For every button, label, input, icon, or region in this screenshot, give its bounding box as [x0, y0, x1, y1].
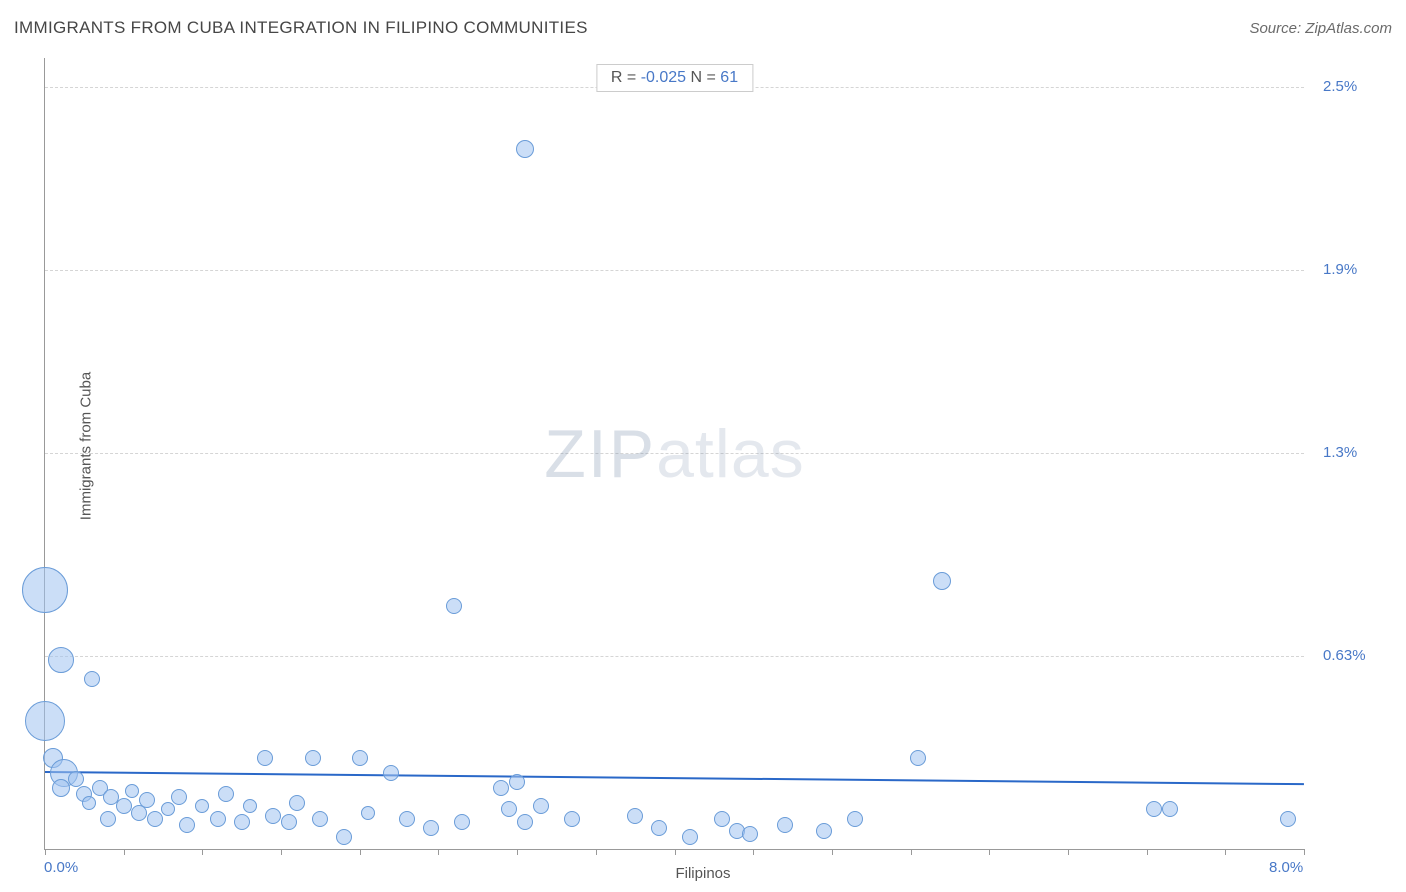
data-point [651, 820, 667, 836]
data-point [243, 799, 257, 813]
y-tick-label: 0.63% [1323, 647, 1366, 664]
data-point [257, 750, 273, 766]
data-point [564, 811, 580, 827]
x-tick [1068, 849, 1069, 855]
data-point [68, 771, 84, 787]
watermark: ZIPatlas [544, 415, 804, 493]
gridline [45, 270, 1304, 271]
data-point [289, 795, 305, 811]
data-point [82, 796, 96, 810]
data-point [312, 811, 328, 827]
data-point [1280, 811, 1296, 827]
watermark-atlas: atlas [656, 416, 805, 492]
x-axis-label: Filipinos [675, 865, 730, 882]
data-point [777, 817, 793, 833]
stats-box: R = -0.025 N = 61 [596, 64, 753, 92]
data-point [218, 786, 234, 802]
data-point [516, 140, 534, 158]
x-tick [596, 849, 597, 855]
data-point [25, 701, 65, 741]
stat-n-label: N = [686, 69, 720, 86]
x-tick [45, 849, 46, 855]
data-point [517, 814, 533, 830]
x-start-label: 0.0% [44, 859, 78, 876]
data-point [446, 598, 462, 614]
data-point [423, 820, 439, 836]
data-point [627, 808, 643, 824]
data-point [493, 780, 509, 796]
data-point [52, 779, 70, 797]
y-tick-label: 1.3% [1323, 444, 1357, 461]
x-tick [202, 849, 203, 855]
source-attribution: Source: ZipAtlas.com [1249, 20, 1392, 37]
x-tick [124, 849, 125, 855]
trend-line [45, 771, 1304, 785]
data-point [352, 750, 368, 766]
data-point [742, 826, 758, 842]
x-tick [360, 849, 361, 855]
data-point [714, 811, 730, 827]
data-point [399, 811, 415, 827]
page-title: IMMIGRANTS FROM CUBA INTEGRATION IN FILI… [14, 18, 588, 38]
data-point [1146, 801, 1162, 817]
data-point [281, 814, 297, 830]
data-point [1162, 801, 1178, 817]
stat-n-value: 61 [720, 69, 738, 86]
data-point [210, 811, 226, 827]
gridline [45, 656, 1304, 657]
x-tick [832, 849, 833, 855]
data-point [179, 817, 195, 833]
data-point [195, 799, 209, 813]
data-point [383, 765, 399, 781]
x-tick [753, 849, 754, 855]
watermark-zip: ZIP [544, 416, 656, 492]
x-tick [438, 849, 439, 855]
x-tick [911, 849, 912, 855]
data-point [682, 829, 698, 845]
data-point [501, 801, 517, 817]
x-tick [989, 849, 990, 855]
data-point [116, 798, 132, 814]
data-point [161, 802, 175, 816]
stat-r-label: R = [611, 69, 641, 86]
x-tick [675, 849, 676, 855]
data-point [139, 792, 155, 808]
data-point [454, 814, 470, 830]
y-tick-label: 2.5% [1323, 78, 1357, 95]
data-point [847, 811, 863, 827]
data-point [48, 647, 74, 673]
data-point [234, 814, 250, 830]
data-point [22, 567, 68, 613]
y-tick-label: 1.9% [1323, 261, 1357, 278]
data-point [265, 808, 281, 824]
gridline [45, 453, 1304, 454]
data-point [533, 798, 549, 814]
data-point [100, 811, 116, 827]
x-tick [1304, 849, 1305, 855]
scatter-chart: R = -0.025 N = 61 ZIPatlas [44, 58, 1304, 850]
x-tick [517, 849, 518, 855]
data-point [933, 572, 951, 590]
data-point [305, 750, 321, 766]
data-point [509, 774, 525, 790]
x-tick [1225, 849, 1226, 855]
data-point [910, 750, 926, 766]
x-end-label: 8.0% [1269, 859, 1303, 876]
data-point [171, 789, 187, 805]
data-point [84, 671, 100, 687]
stat-r-value: -0.025 [641, 69, 686, 86]
data-point [336, 829, 352, 845]
data-point [361, 806, 375, 820]
x-tick [1147, 849, 1148, 855]
data-point [125, 784, 139, 798]
data-point [816, 823, 832, 839]
x-tick [281, 849, 282, 855]
